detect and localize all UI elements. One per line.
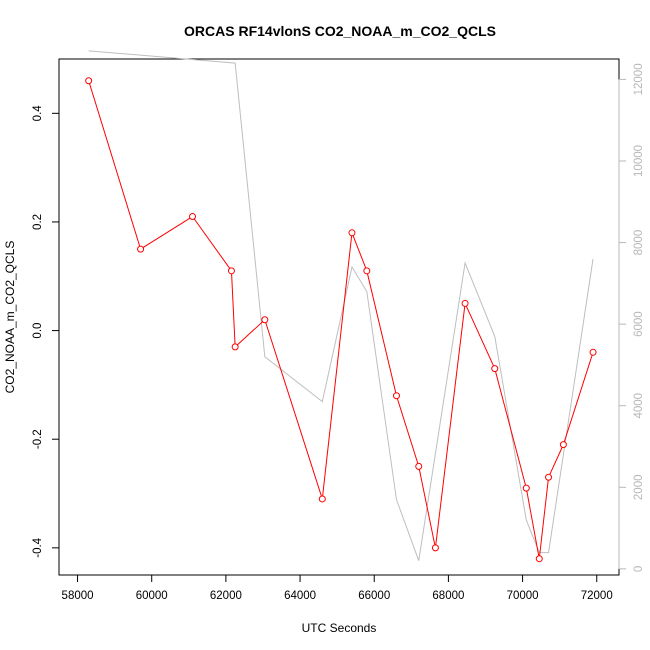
right-y-tick-label: 10000 (633, 145, 645, 177)
y-tick-label: 0.2 (32, 214, 44, 230)
data-point (415, 462, 423, 470)
data-point (431, 544, 439, 552)
y-axis: -0.4 -0.2 0.0 0.2 0.4 (32, 105, 60, 558)
data-point (348, 229, 356, 237)
x-tick-label: 72000 (581, 590, 613, 602)
data-point (363, 267, 371, 275)
y-axis-label: CO2_NOAA_m_CO2_QCLS (3, 241, 17, 394)
data-point (522, 484, 530, 492)
right-y-tick-label: 0 (633, 566, 645, 572)
data-point (461, 299, 469, 307)
x-tick-label: 66000 (358, 590, 390, 602)
data-point (535, 555, 543, 563)
x-tick-label: 60000 (136, 590, 168, 602)
y-tick-label: 0.0 (32, 323, 44, 339)
x-tick-label: 62000 (210, 590, 242, 602)
data-point (559, 441, 567, 449)
right-y-tick-label: 12000 (633, 63, 645, 95)
data-point (85, 77, 93, 85)
x-tick-label: 58000 (62, 590, 94, 602)
x-tick-label: 70000 (507, 590, 539, 602)
chart-title: ORCAS RF14vlonS CO2_NOAA_m_CO2_QCLS (184, 23, 496, 39)
data-point (491, 365, 499, 373)
y-tick-label: 0.4 (32, 105, 44, 122)
data-point (261, 316, 269, 324)
data-point (545, 473, 553, 481)
y-tick-label: -0.4 (32, 537, 44, 557)
data-point (392, 392, 400, 400)
plot-area (58, 58, 620, 576)
data-point (589, 348, 597, 356)
x-tick-label: 68000 (432, 590, 464, 602)
data-point (189, 213, 197, 221)
right-y-axis: 0 2000 4000 6000 8000 10000 12000 (618, 63, 645, 572)
grey-series-line (88, 50, 594, 561)
right-y-tick-label: 8000 (633, 230, 645, 256)
x-axis-label: UTC Seconds (302, 621, 377, 635)
data-point (318, 495, 326, 503)
data-point (227, 267, 235, 275)
right-y-tick-label: 6000 (633, 311, 645, 337)
right-y-tick-label: 4000 (633, 393, 645, 419)
data-point (137, 245, 145, 253)
data-point (231, 343, 239, 351)
series-layer (85, 50, 597, 563)
x-axis: 58000 60000 62000 64000 66000 68000 70000 72000 (62, 574, 613, 602)
right-y-tick-label: 2000 (633, 475, 645, 501)
x-tick-label: 64000 (284, 590, 316, 602)
y-tick-label: -0.2 (32, 429, 44, 449)
